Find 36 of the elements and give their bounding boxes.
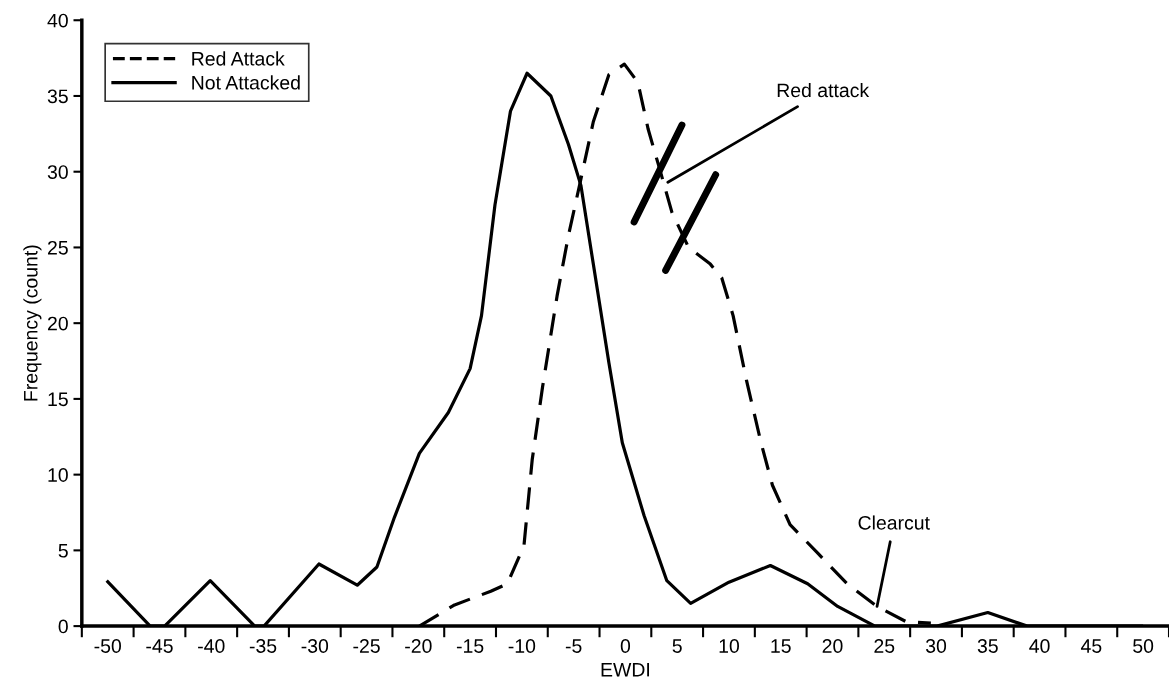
legend-label: Red Attack: [192, 51, 285, 66]
x-tick-label: 45: [1080, 639, 1102, 653]
x-tick-label: 50: [1133, 639, 1154, 653]
x-tick-label: 30: [925, 639, 947, 653]
x-tick-label: -10: [508, 639, 536, 653]
y-tick-label: 5: [58, 544, 68, 558]
x-tick-label: 35: [977, 639, 998, 653]
x-tick-label: -5: [565, 639, 582, 653]
x-tick-label: -40: [198, 639, 225, 653]
x-tick-label: 0: [620, 639, 631, 653]
x-tick-label: 15: [771, 639, 791, 653]
annotation: Clearcut: [858, 515, 930, 530]
x-tick-label: -30: [301, 639, 329, 653]
x-tick-label: 5: [672, 639, 682, 653]
y-tick-label: 30: [47, 165, 68, 179]
x-tick-label: -25: [353, 639, 380, 653]
y-tick-label: 25: [47, 240, 68, 255]
y-tick-label: 20: [47, 316, 68, 331]
y-tick-label: 0: [58, 619, 68, 634]
x-tick-label: -20: [405, 639, 432, 653]
x-tick-label: 25: [874, 639, 895, 653]
y-tick-label: 15: [48, 392, 68, 407]
x-tick-label: 20: [822, 639, 843, 653]
x-tick-label: -50: [94, 639, 122, 653]
legend-label: Not Attacked: [192, 75, 300, 90]
x-axis-title: EWDI: [601, 663, 649, 677]
x-tick-label: 40: [1029, 639, 1050, 653]
x-tick-label: -45: [146, 639, 173, 653]
x-tick-label: 10: [719, 639, 740, 653]
x-tick-label: -35: [249, 639, 277, 653]
y-tick-label: 35: [47, 89, 68, 104]
y-tick-label: 40: [47, 13, 68, 28]
y-tick-label: 10: [48, 468, 68, 482]
annotation: Red attack: [777, 82, 870, 98]
y-axis-title: Frequency (count): [23, 245, 42, 401]
x-tick-label: -15: [456, 639, 484, 653]
